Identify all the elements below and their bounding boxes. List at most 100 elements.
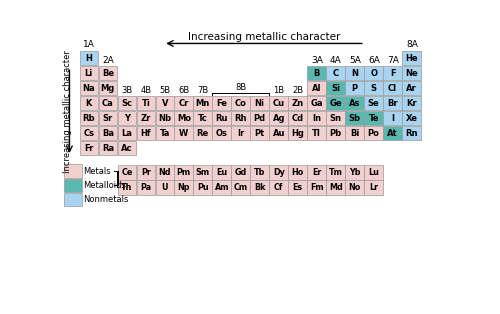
Bar [250, 126, 269, 140]
Bar [384, 111, 402, 126]
Bar [270, 165, 288, 180]
Text: Ga: Ga [310, 99, 323, 108]
Bar [118, 141, 136, 155]
Text: K: K [86, 99, 92, 108]
Bar [288, 96, 307, 111]
Bar [232, 126, 250, 140]
Text: Co: Co [235, 99, 246, 108]
Text: Hg: Hg [292, 129, 304, 138]
Bar [80, 51, 98, 65]
Text: Sb: Sb [348, 114, 360, 123]
Bar [194, 180, 212, 195]
Text: Pt: Pt [254, 129, 265, 138]
Text: Xe: Xe [406, 114, 417, 123]
Bar [402, 96, 421, 111]
Bar [80, 126, 98, 140]
Bar [98, 126, 117, 140]
Bar [118, 165, 136, 180]
Text: Cl: Cl [388, 84, 397, 93]
Text: P: P [352, 84, 358, 93]
Bar [346, 81, 364, 95]
Bar [174, 165, 193, 180]
Text: Zn: Zn [292, 99, 304, 108]
Text: O: O [370, 68, 377, 78]
Bar [270, 126, 288, 140]
Text: Np: Np [178, 183, 190, 192]
Bar [308, 96, 326, 111]
Text: At: At [388, 129, 398, 138]
Bar [402, 81, 421, 95]
Text: C: C [332, 68, 339, 78]
Text: Ge: Ge [330, 99, 342, 108]
Text: Md: Md [329, 183, 342, 192]
Bar [288, 165, 307, 180]
Text: He: He [406, 54, 418, 62]
Bar [346, 126, 364, 140]
Text: 4A: 4A [330, 56, 342, 65]
Text: Dy: Dy [273, 168, 284, 177]
Bar [118, 111, 136, 126]
Text: 1A: 1A [83, 40, 95, 49]
Text: 1B: 1B [274, 86, 284, 95]
Text: Ne: Ne [406, 68, 418, 78]
Bar [270, 111, 288, 126]
Bar [346, 96, 364, 111]
Text: Cm: Cm [234, 183, 248, 192]
Text: Y: Y [124, 114, 130, 123]
Text: Mo: Mo [177, 114, 191, 123]
Text: Ho: Ho [292, 168, 304, 177]
Text: 7B: 7B [198, 86, 208, 95]
Bar [98, 66, 117, 80]
Bar [80, 141, 98, 155]
Bar [232, 96, 250, 111]
Bar [346, 180, 364, 195]
Text: Al: Al [312, 84, 322, 93]
Text: 3A: 3A [311, 56, 323, 65]
Bar [156, 180, 174, 195]
Bar [384, 96, 402, 111]
Bar [288, 180, 307, 195]
Bar [194, 165, 212, 180]
Text: Tl: Tl [312, 129, 321, 138]
Text: In: In [312, 114, 321, 123]
Bar [326, 180, 345, 195]
Bar [118, 96, 136, 111]
Text: Po: Po [368, 129, 380, 138]
Bar [98, 81, 117, 95]
Text: Ta: Ta [160, 129, 170, 138]
Bar [136, 96, 155, 111]
Bar [402, 66, 421, 80]
Bar [364, 66, 383, 80]
Text: Ni: Ni [254, 99, 264, 108]
Bar [308, 165, 326, 180]
Text: Fm: Fm [310, 183, 324, 192]
Text: Pu: Pu [197, 183, 208, 192]
Bar [364, 126, 383, 140]
Text: 5A: 5A [349, 56, 361, 65]
Bar [80, 96, 98, 111]
Bar [212, 96, 231, 111]
Text: Ar: Ar [406, 84, 417, 93]
Text: Tb: Tb [254, 168, 266, 177]
Text: Rh: Rh [234, 114, 247, 123]
Text: 3B: 3B [122, 86, 132, 95]
Text: Pb: Pb [330, 129, 342, 138]
Text: 5B: 5B [160, 86, 170, 95]
Bar [136, 111, 155, 126]
Text: Pr: Pr [141, 168, 151, 177]
Bar [174, 96, 193, 111]
Bar [288, 111, 307, 126]
Bar [346, 111, 364, 126]
Bar [308, 126, 326, 140]
Bar [326, 165, 345, 180]
Text: No: No [348, 183, 361, 192]
Bar [288, 126, 307, 140]
Bar [174, 126, 193, 140]
Bar [194, 126, 212, 140]
Bar [156, 126, 174, 140]
Bar [64, 179, 82, 192]
Text: N: N [351, 68, 358, 78]
Bar [174, 180, 193, 195]
Bar [212, 165, 231, 180]
Bar [80, 81, 98, 95]
